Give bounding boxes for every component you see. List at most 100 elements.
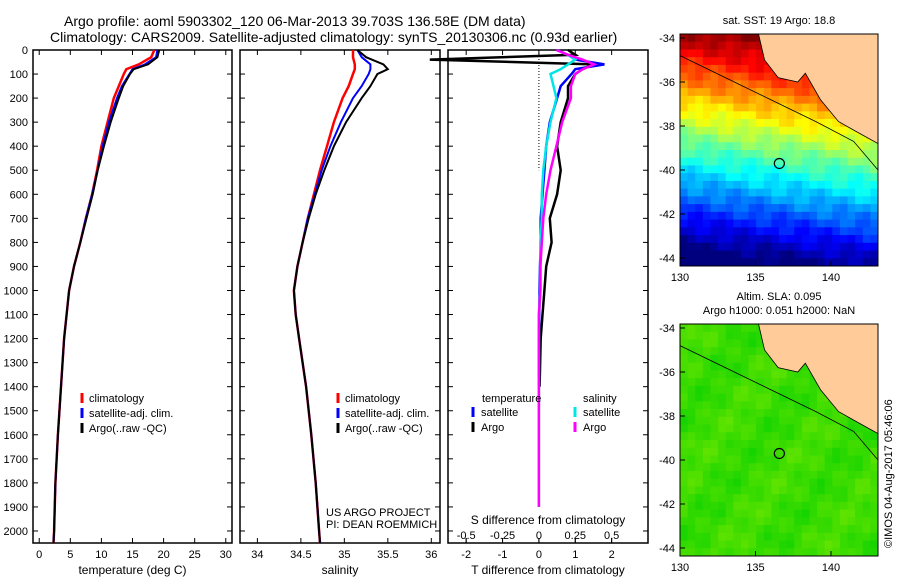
sst-cell [756, 180, 765, 190]
sst-cell [725, 188, 734, 197]
sla-cell [862, 463, 871, 472]
sst-cell [718, 157, 727, 166]
sst-cell [687, 134, 696, 143]
sst-cell [839, 188, 849, 197]
sst-cell [763, 227, 772, 236]
sla-cell [748, 440, 757, 449]
sla-cell [824, 540, 833, 549]
sla-cell [740, 378, 750, 387]
sla-cell [695, 486, 704, 495]
sla-cell [832, 416, 841, 426]
sst-cell [839, 204, 849, 213]
x-tick-top-label: 0.25 [565, 530, 586, 542]
sla-cell [870, 509, 879, 518]
sla-cell [710, 424, 719, 433]
sst-cell [710, 111, 719, 120]
sst-cell [786, 111, 795, 120]
sst-cell [832, 150, 841, 159]
sla-cell [779, 470, 788, 480]
sla-cell [763, 440, 772, 449]
sst-cell [740, 72, 750, 81]
sst-cell [756, 80, 765, 89]
sla-cell [794, 525, 803, 534]
sst-cell [809, 88, 818, 97]
sla-cell [718, 409, 727, 418]
sst-cell [756, 250, 765, 259]
sst-cell [680, 211, 689, 221]
sst-cell [839, 150, 849, 159]
sst-cell [801, 150, 810, 159]
sst-cell [847, 142, 856, 151]
sst-cell [801, 250, 810, 259]
sst-cell [763, 126, 772, 136]
sla-cell [756, 393, 765, 402]
sst-cell [695, 34, 704, 43]
sla-cell [832, 440, 841, 449]
sla-cell [847, 548, 856, 557]
sla-cell [771, 370, 780, 379]
sst-cell [839, 142, 849, 151]
title-line-1: Argo profile: aoml 5903302_120 06-Mar-20… [64, 13, 526, 29]
sla-cell [824, 525, 833, 534]
sla-cell [733, 385, 742, 395]
sla-cell [756, 455, 765, 464]
sla-cell [809, 532, 818, 542]
sla-cell [809, 455, 818, 464]
sla-cell [862, 501, 871, 511]
sst-cell [695, 150, 704, 159]
sst-cell [748, 227, 757, 236]
sla-cell [771, 494, 780, 503]
sst-cell [817, 165, 826, 174]
sla-cell [801, 509, 810, 518]
sla-cell [756, 463, 765, 472]
sla-cell [733, 409, 742, 418]
sla-cell [756, 447, 765, 456]
sst-cell [763, 88, 772, 97]
sst-cell [763, 157, 772, 166]
sla-cell [809, 540, 818, 549]
sla-cell [763, 501, 772, 511]
sla-cell [756, 354, 765, 364]
sst-cell [733, 180, 742, 190]
sla-cell [832, 424, 841, 433]
sst-cell [771, 119, 780, 128]
sla-cell [702, 463, 711, 472]
sla-cell [702, 339, 711, 348]
sla-cell [710, 455, 719, 464]
sst-cell [718, 41, 727, 50]
sla-cell [817, 509, 826, 518]
sst-cell [794, 88, 803, 97]
sst-cell [718, 34, 727, 43]
sla-cell [748, 324, 757, 333]
sst-cell [702, 111, 711, 120]
sst-cell [824, 219, 833, 228]
sst-cell [771, 157, 780, 166]
sla-cell [718, 548, 727, 557]
sla-map-title: Argo h1000: 0.051 h2000: NaN [703, 305, 855, 317]
sla-cell [695, 540, 704, 549]
sla-cell [779, 424, 788, 433]
sst-cell [809, 142, 818, 151]
sla-cell [740, 385, 750, 395]
sst-cell [748, 88, 757, 97]
sst-cell [733, 235, 742, 244]
sla-cell [824, 509, 833, 518]
sla-cell [748, 455, 757, 464]
sla-cell [794, 548, 803, 557]
sst-cell [794, 242, 803, 252]
sst-cell [763, 250, 772, 259]
sla-cell [763, 540, 772, 549]
sla-cell [702, 370, 711, 379]
sla-cell [862, 455, 871, 464]
sla-cell [824, 501, 833, 511]
sla-cell [855, 432, 864, 441]
sla-cell [702, 478, 711, 487]
sla-cell [801, 540, 810, 549]
sst-cell [870, 173, 879, 182]
y-tick-label: 1000 [4, 285, 28, 297]
sst-cell [748, 80, 757, 89]
sla-cell [870, 463, 879, 472]
sla-cell [809, 525, 818, 534]
sst-cell [695, 219, 704, 228]
sst-cell [855, 219, 864, 228]
